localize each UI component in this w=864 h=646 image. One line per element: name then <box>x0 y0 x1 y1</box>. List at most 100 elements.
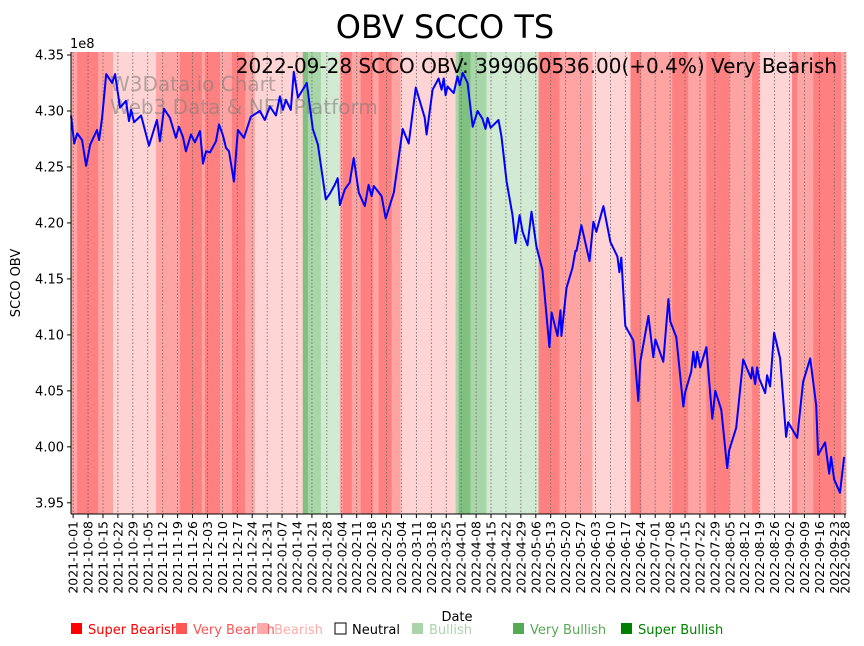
x-tick-label: 2022-08-05 <box>722 521 737 594</box>
x-tick-label: 2022-09-16 <box>812 521 827 594</box>
x-tick-label: 2022-02-18 <box>364 521 379 594</box>
x-tick-label: 2022-04-22 <box>498 521 513 594</box>
y-tick-label: 4.35 <box>35 49 64 64</box>
x-tick-label: 2022-05-06 <box>528 521 543 594</box>
band-super-bearish <box>672 52 689 514</box>
band-very-bearish <box>71 52 78 514</box>
legend-item-super-bearish: Super Bearish <box>71 623 179 638</box>
chart-title: OBV SCCO TS <box>336 8 554 46</box>
x-tick-label: 2022-09-28 <box>837 521 852 594</box>
legend-item-bullish: Bullish <box>412 623 472 638</box>
x-tick-label: 2021-12-17 <box>230 521 245 594</box>
x-tick-label: 2021-12-10 <box>215 521 230 594</box>
band-very-bullish <box>455 52 460 514</box>
band-very-bearish <box>156 52 181 514</box>
x-tick-label: 2021-10-01 <box>66 521 81 594</box>
x-tick-label: 2022-07-29 <box>707 521 722 594</box>
x-tick-label: 2022-03-25 <box>439 521 454 594</box>
legend-label: Very Bearish <box>193 623 275 638</box>
legend-swatch <box>412 623 423 634</box>
legend-swatch <box>176 623 187 634</box>
watermark-line-1: W3Data.io Chart <box>110 72 276 96</box>
legend-label: Super Bullish <box>638 623 723 638</box>
x-tick-label: 2022-03-11 <box>409 521 424 594</box>
obv-line <box>70 70 846 494</box>
legend-item-super-bullish: Super Bullish <box>621 623 723 638</box>
x-tick-label: 2022-04-29 <box>513 521 528 594</box>
x-tick-label: 2021-10-15 <box>95 521 110 594</box>
x-tick-label: 2022-07-08 <box>663 521 678 594</box>
y-tick-label: 4.30 <box>35 104 64 119</box>
band-very-bearish <box>641 52 673 514</box>
x-tick-label: 2021-12-31 <box>260 521 275 594</box>
x-tick-label: 2022-01-21 <box>304 521 319 594</box>
x-tick-label: 2022-07-15 <box>678 521 693 594</box>
legend-item-neutral: Neutral <box>334 622 400 638</box>
band-bearish <box>759 52 793 514</box>
band-very-bullish <box>470 52 488 514</box>
x-tick-label: 2022-03-18 <box>424 521 439 594</box>
x-tick-label: 2022-04-15 <box>484 521 499 594</box>
axes: 2021-10-01 2021-10-08 2021-10-15 2021-10-22… <box>35 49 852 594</box>
y-scale-label: 1e8 <box>70 37 95 52</box>
band-super-bearish <box>792 52 798 514</box>
x-tick-label: 2022-07-01 <box>648 521 663 594</box>
band-very-bearish <box>688 52 707 514</box>
y-tick-label: 3.95 <box>35 496 64 511</box>
y-tick-label: 4.15 <box>35 272 64 287</box>
band-bullish <box>320 52 341 514</box>
legend-item-very-bullish: Very Bullish <box>513 623 606 638</box>
band-super-bearish <box>204 52 221 514</box>
band-very-bearish <box>220 52 233 514</box>
legend-swatch <box>513 623 524 634</box>
x-tick-label: 2021-11-12 <box>155 521 170 594</box>
x-tick-label: 2021-10-22 <box>110 521 125 594</box>
x-tick-label: 2022-04-08 <box>469 521 484 594</box>
band-super-bearish <box>179 52 203 514</box>
x-tick-label: 2022-06-17 <box>618 521 633 594</box>
legend-swatch <box>71 623 82 634</box>
y-tick-label: 4.10 <box>35 328 64 343</box>
legend: Super Bearish Very Bearish Bearish Neutral B… <box>71 622 723 638</box>
x-tick-label: 2022-02-04 <box>334 521 349 594</box>
legend-label: Bearish <box>274 623 323 638</box>
x-tick-label: 2022-06-24 <box>633 521 648 594</box>
band-very-bearish <box>841 52 847 514</box>
x-tick-label: 2022-05-13 <box>543 521 558 594</box>
x-tick-label: 2022-07-22 <box>692 521 707 594</box>
legend-swatch <box>334 622 347 635</box>
x-tick-label: 2022-09-02 <box>782 521 797 594</box>
band-super-bearish <box>538 52 560 514</box>
x-tick-label: 2021-11-05 <box>140 521 155 594</box>
band-very-bearish <box>797 52 814 514</box>
x-tick-label: 2022-09-09 <box>797 521 812 594</box>
x-grid-lines <box>72 52 846 514</box>
legend-item-bearish: Bearish <box>257 623 323 638</box>
band-very-bearish <box>729 52 753 514</box>
x-tick-label: 2022-05-27 <box>573 521 588 594</box>
x-tick-label: 2022-02-11 <box>349 521 364 594</box>
y-tick-label: 4.20 <box>35 216 64 231</box>
band-very-bearish <box>391 52 402 514</box>
band-super-bullish <box>458 52 472 514</box>
legend-label: Very Bullish <box>530 623 606 638</box>
y-tick-label: 4.00 <box>35 440 64 455</box>
x-tick-label: 2022-08-12 <box>737 521 752 594</box>
y-tick-label: 4.25 <box>35 160 64 175</box>
x-tick-label: 2022-08-19 <box>752 521 767 594</box>
x-tick-label: 2022-01-28 <box>319 521 334 594</box>
band-very-bearish <box>201 52 206 514</box>
x-axis-label: Date <box>441 610 472 625</box>
x-tick-label: 2022-02-25 <box>379 521 394 594</box>
x-tick-label: 2022-09-23 <box>827 521 842 594</box>
band-super-bearish <box>378 52 393 514</box>
band-super-bullish <box>302 52 309 514</box>
x-tick-label: 2022-03-04 <box>394 521 409 594</box>
band-super-bearish <box>360 52 374 514</box>
x-tick-label: 2021-11-19 <box>170 521 185 594</box>
y-tick-label: 4.05 <box>35 384 64 399</box>
band-super-bearish <box>630 52 642 514</box>
band-very-bullish <box>307 52 322 514</box>
band-bearish <box>254 52 304 514</box>
